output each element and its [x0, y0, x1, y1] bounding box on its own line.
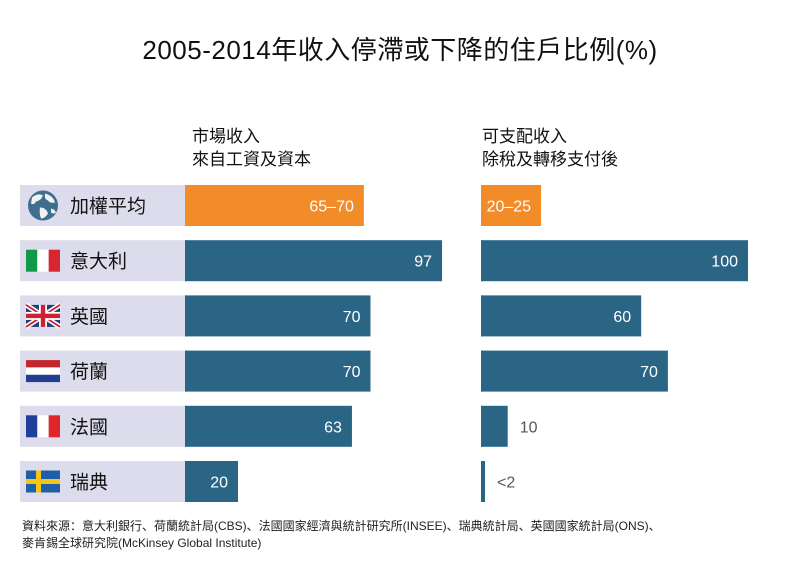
data-label: 20 [210, 475, 228, 492]
italy-flag-icon [26, 249, 60, 272]
bar [481, 185, 542, 226]
data-label: <2 [497, 475, 515, 492]
bar-baseline [481, 295, 483, 337]
data-label: 20–25 [487, 199, 532, 216]
series-header-disposable-income: 可支配收入 除稅及轉移支付後 [482, 125, 618, 171]
flag-cross [26, 479, 60, 484]
bar-baseline [481, 185, 483, 226]
data-label: 70 [343, 364, 361, 381]
flag-cross-red [26, 313, 60, 319]
data-label: 70 [640, 364, 658, 381]
data-label: 60 [613, 309, 631, 326]
bar [481, 461, 486, 502]
chart-title: 2005-2014年收入停滯或下降的住戶比例(%) [142, 35, 658, 65]
bar [185, 240, 443, 282]
series-header-line: 來自工資及資本 [192, 150, 311, 169]
globe-land [44, 193, 55, 203]
france-flag-icon [26, 415, 60, 438]
category-label: 加權平均 [70, 196, 146, 218]
bar [481, 350, 668, 392]
bar-baseline [185, 295, 187, 337]
data-label: 97 [414, 254, 432, 271]
source-line: 麥肯錫全球研究院(McKinsey Global Institute) [22, 536, 262, 550]
series-header-line: 市場收入 [192, 127, 260, 146]
source-line: 資料來源：意大利銀行、荷蘭統計局(CBS)、法國國家經濟與統計研究所(INSEE… [22, 519, 661, 533]
data-label: 70 [343, 309, 361, 326]
flag-stripe [48, 249, 60, 272]
bar [185, 405, 352, 447]
globe-land [51, 208, 56, 214]
bar-baseline [185, 240, 187, 282]
series-header-line: 可支配收入 [482, 127, 567, 146]
bar [185, 350, 371, 392]
category-label: 英國 [70, 306, 108, 328]
data-label: 100 [711, 254, 738, 271]
flag-stripe [26, 415, 38, 438]
flag-stripe [26, 367, 60, 375]
data-label: 65–70 [309, 199, 354, 216]
category-label: 荷蘭 [70, 361, 108, 383]
data-label: 63 [324, 419, 342, 436]
data-label: 10 [520, 419, 538, 436]
bar-baseline [185, 185, 187, 226]
category-label: 意大利 [70, 251, 127, 273]
bar [481, 405, 508, 447]
flag-stripe [26, 360, 60, 368]
bar [185, 185, 364, 226]
flag-stripe [48, 415, 60, 438]
category-label: 瑞典 [70, 472, 108, 494]
flag-stripe [37, 415, 49, 438]
series-header-line: 除稅及轉移支付後 [482, 150, 618, 169]
globe-land [39, 207, 48, 219]
netherlands-flag-icon [26, 360, 60, 383]
bar-baseline [481, 240, 483, 282]
category-label: 法國 [70, 416, 108, 438]
sweden-flag-icon [26, 470, 60, 493]
bar-baseline [185, 461, 187, 502]
flag-stripe [26, 249, 38, 272]
flag-stripe [26, 374, 60, 383]
flag-stripe [37, 249, 49, 272]
bar [481, 240, 748, 282]
bar [185, 461, 238, 502]
bar-baseline [185, 350, 187, 392]
bar-baseline [481, 350, 483, 392]
uk-flag-icon [24, 302, 62, 329]
globe-icon [28, 190, 58, 221]
bar-baseline [481, 405, 483, 447]
globe-land [31, 194, 43, 205]
source-note: 資料來源：意大利銀行、荷蘭統計局(CBS)、法國國家經濟與統計研究所(INSEE… [22, 518, 792, 552]
bar [481, 295, 642, 337]
series-header-market-income: 市場收入 來自工資及資本 [192, 125, 311, 171]
bar [185, 295, 371, 337]
bar-baseline [185, 405, 187, 447]
bar-baseline [481, 461, 483, 502]
